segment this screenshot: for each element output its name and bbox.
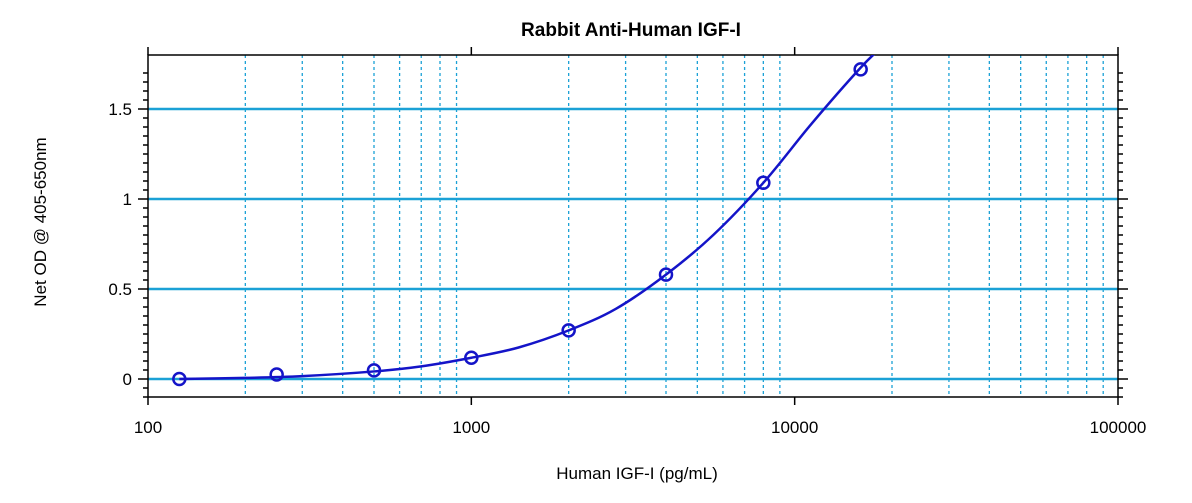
data-point xyxy=(269,367,284,382)
data-point xyxy=(464,350,479,366)
data-point xyxy=(853,62,868,77)
data-point xyxy=(172,371,187,387)
y-tick-label: 0.5 xyxy=(108,280,132,299)
y-axis-label: Net OD @ 405-650nm xyxy=(31,137,50,306)
chart-title: Rabbit Anti-Human IGF-I xyxy=(521,20,741,41)
x-tick-label: 1000 xyxy=(452,418,490,437)
x-axis-tick-labels: 100 1000 10000 100000 xyxy=(134,418,1147,437)
x-tick-label: 100 xyxy=(134,418,162,437)
data-point xyxy=(561,323,576,338)
plot-frame xyxy=(147,54,1119,398)
series-layer xyxy=(172,55,875,387)
data-point xyxy=(658,267,674,282)
y-tick-label: 1 xyxy=(123,190,132,209)
axis-ticks xyxy=(138,47,1128,405)
y-axis-tick-labels: 0 0.5 1 1.5 xyxy=(108,100,132,389)
x-tick-label: 100000 xyxy=(1090,418,1147,437)
y-tick-label: 0 xyxy=(123,370,132,389)
y-tick-label: 1.5 xyxy=(108,100,132,119)
data-point xyxy=(756,175,771,191)
data-point xyxy=(366,363,382,378)
fit-curve xyxy=(179,55,875,381)
grid xyxy=(148,55,1118,397)
x-axis-label: Human IGF-I (pg/mL) xyxy=(556,464,718,483)
x-tick-label: 10000 xyxy=(771,418,818,437)
